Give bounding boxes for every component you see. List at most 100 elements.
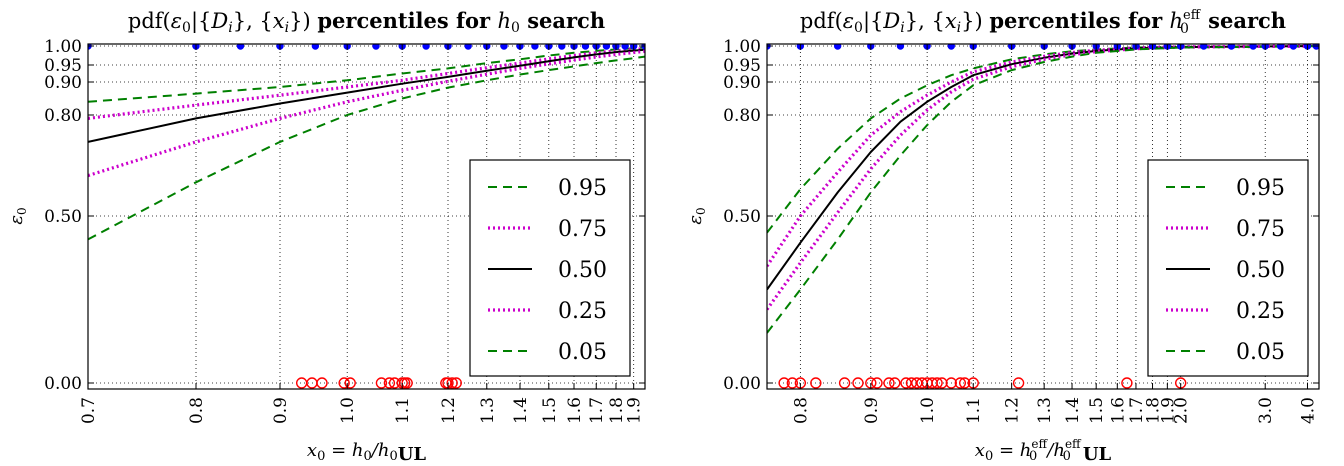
x-tick-label: 1.1 xyxy=(964,397,984,424)
chart-title: pdf(ε0|{Di}, {xi}) percentiles for heff 0… xyxy=(800,8,1286,37)
non-detection-point xyxy=(871,377,883,389)
x-tick-label: 0.7 xyxy=(79,397,99,424)
x-tick-label: 1.2 xyxy=(1003,397,1023,424)
legend-label: 0.50 xyxy=(558,258,607,283)
y-tick-label: 0.90 xyxy=(723,73,761,93)
series-line-0.05 xyxy=(88,55,645,241)
y-tick-label: 0.80 xyxy=(723,106,761,126)
x-axis-label: x0 = heff 0/heff 0 UL xyxy=(975,437,1112,465)
detection-point xyxy=(1200,44,1208,50)
x-tick-label: 1.8 xyxy=(607,397,627,424)
x-tick-label: 1.1 xyxy=(393,397,413,424)
detection-point xyxy=(311,44,320,50)
detection-point xyxy=(896,44,905,50)
series-line-0.25 xyxy=(88,49,645,178)
legend: 0.95 0.75 0.50 0.25 0.05 xyxy=(1147,159,1309,377)
non-detection-point xyxy=(344,377,356,389)
non-detection-point xyxy=(778,377,790,389)
legend-label: 0.25 xyxy=(1236,299,1285,324)
detection-point xyxy=(464,44,472,50)
x-tick-label: 1.3 xyxy=(478,397,498,424)
non-detection-point xyxy=(295,377,308,389)
non-detection-point xyxy=(375,377,388,389)
non-detection-point xyxy=(900,377,912,389)
detection-point xyxy=(581,44,590,50)
detection-point xyxy=(621,44,629,50)
y-tick-label: 0.90 xyxy=(44,73,82,93)
legend-label: 0.05 xyxy=(1236,340,1285,365)
detection-point xyxy=(500,44,508,50)
x-tick-label: 1.2 xyxy=(439,397,459,424)
detection-point xyxy=(602,44,611,50)
x-tick-label: 3.0 xyxy=(1256,397,1276,424)
detection-point xyxy=(372,44,380,50)
x-tick-label: 1.0 xyxy=(918,397,938,424)
non-detection-point xyxy=(954,377,967,389)
detection-point xyxy=(833,44,842,50)
series-line-0.05 xyxy=(767,45,1319,334)
non-detection-point xyxy=(1012,377,1025,389)
non-detection-point xyxy=(838,377,851,389)
y-tick-label: 0.50 xyxy=(723,207,761,227)
non-detection-point xyxy=(959,377,971,389)
x-tick-label: 4.0 xyxy=(1298,397,1318,424)
x-tick-label: 1.7 xyxy=(1127,397,1147,424)
chart-title: pdf(ε0|{Di}, {xi}) percentiles for h0 se… xyxy=(128,8,605,36)
non-detection-point xyxy=(889,377,901,389)
detection-point xyxy=(236,44,245,50)
non-detection-point xyxy=(450,377,462,389)
detection-point xyxy=(1289,44,1298,50)
detection-point xyxy=(1227,44,1236,50)
legend-label: 0.95 xyxy=(558,176,607,201)
non-detection-point xyxy=(1121,377,1133,389)
x-tick-label: 1.9 xyxy=(625,397,645,424)
non-detection-point xyxy=(931,377,943,389)
x-tick-label: 1.8 xyxy=(1144,397,1164,424)
y-tick-label: 0.00 xyxy=(44,374,82,394)
x-tick-label: 1.3 xyxy=(1035,397,1055,424)
y-tick-label: 0.95 xyxy=(723,56,761,76)
legend-label: 0.75 xyxy=(1236,217,1285,242)
x-tick-label: 0.8 xyxy=(187,397,207,424)
detection-point xyxy=(422,44,430,50)
y-tick-label: 1.00 xyxy=(723,37,761,57)
legend-label: 0.95 xyxy=(1236,176,1285,201)
chart-panel-h0eff-search: 0.8 0.9 1.0 1.1 1.2 1.3 1.4 1.5 1.61.71.81.92.0 3… xyxy=(685,8,1320,465)
x-tick-label: 2.0 xyxy=(1172,397,1192,424)
non-detection-point xyxy=(786,377,799,389)
legend: 0.95 0.75 0.50 0.25 0.05 xyxy=(469,159,631,377)
series-line-0.50 xyxy=(88,48,645,143)
x-tick-label: 0.8 xyxy=(791,397,811,424)
detection-point xyxy=(947,44,955,50)
y-tick-label: 1.00 xyxy=(44,37,82,57)
x-tick-label: 1.4 xyxy=(511,397,531,424)
non-detection-point xyxy=(883,377,895,389)
legend-label: 0.75 xyxy=(558,217,607,242)
x-tick-label: 1.5 xyxy=(540,397,560,424)
x-tick-label: 1.7 xyxy=(587,397,607,424)
legend-label: 0.50 xyxy=(1236,258,1285,283)
x-axis-label: x0 = h0/h0UL xyxy=(307,440,426,465)
detection-point xyxy=(1276,44,1285,50)
y-tick-label: 0.00 xyxy=(723,374,761,394)
y-tick-label: 0.50 xyxy=(44,207,82,227)
non-detection-point xyxy=(852,377,864,389)
chart-panel-h0-search: 0.7 0.8 0.9 1.0 1.1 1.2 1.3 1.4 1.5 1.6 1.7 1.81.9 0… xyxy=(6,8,646,465)
x-tick-label: 1.9 xyxy=(1158,397,1178,424)
non-detection-point xyxy=(810,377,822,389)
y-tick-label: 0.95 xyxy=(44,56,82,76)
detection-point xyxy=(531,44,539,50)
detection-point xyxy=(1249,44,1257,50)
y-axis-label: ε0 xyxy=(685,207,708,224)
non-detection-point xyxy=(446,377,458,389)
x-tick-label: 1.4 xyxy=(1063,397,1083,424)
legend-label: 0.25 xyxy=(558,299,607,324)
x-tick-label: 1.6 xyxy=(1108,397,1128,424)
y-tick-label: 0.80 xyxy=(44,106,82,126)
x-tick-label: 0.9 xyxy=(862,397,882,424)
y-axis-label: ε0 xyxy=(6,207,29,224)
detection-point xyxy=(558,44,566,50)
series-line-0.95 xyxy=(88,46,645,103)
x-tick-label: 0.9 xyxy=(271,397,291,424)
